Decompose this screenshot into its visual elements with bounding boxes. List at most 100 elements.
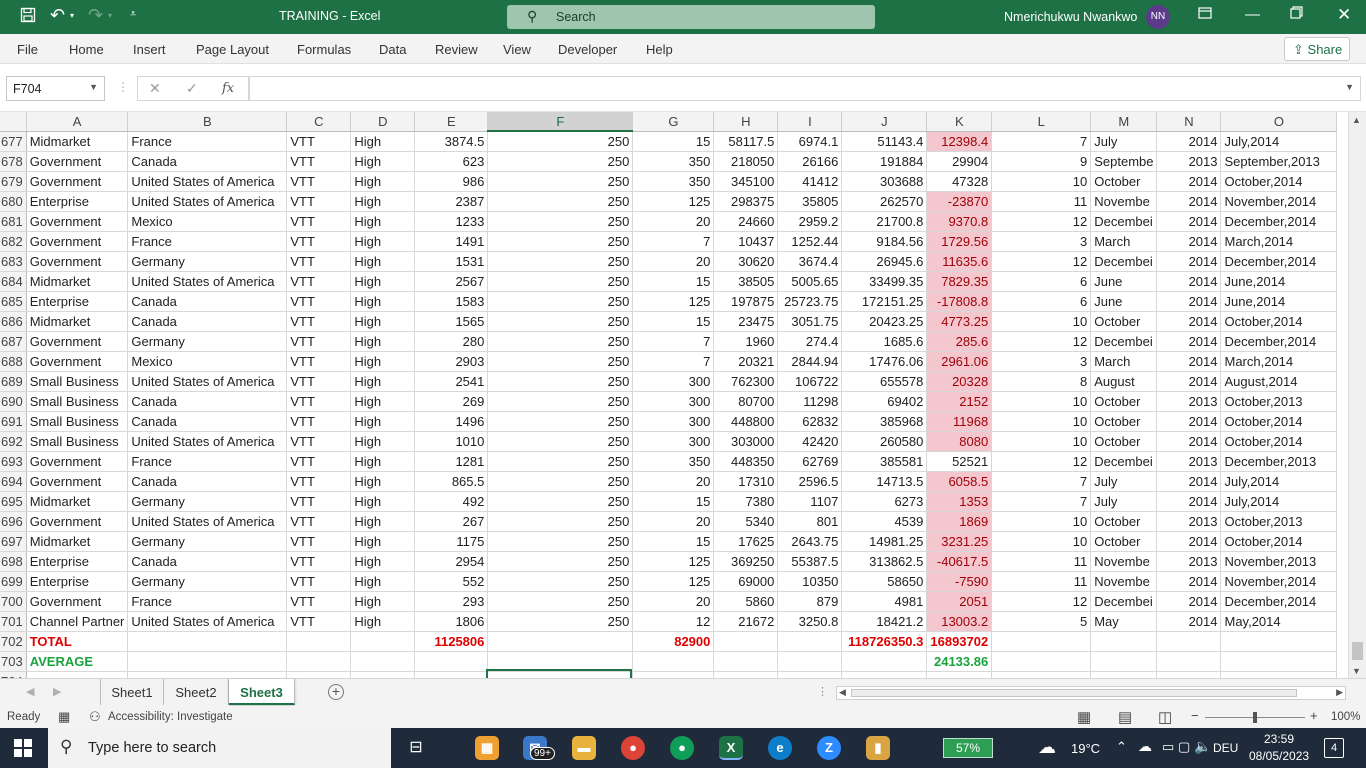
cell-h[interactable]: 5860 (713, 591, 779, 612)
redo-icon[interactable]: ↷ (88, 5, 104, 25)
cell-n[interactable]: 2013 (1156, 151, 1222, 172)
cell-g[interactable] (632, 671, 715, 678)
cell-g[interactable]: 20 (632, 211, 715, 232)
column-header-selected[interactable]: F (487, 112, 634, 132)
cell-j[interactable]: 4981 (841, 591, 928, 612)
horizontal-scrollbar[interactable]: ◀ ▶ (836, 686, 1346, 700)
total-cell-e[interactable]: 1125806 (414, 631, 489, 652)
cell-j[interactable]: 303688 (841, 171, 928, 192)
cell-e[interactable]: 986 (414, 171, 489, 192)
tab-insert[interactable]: Insert (133, 42, 166, 57)
scroll-left-icon[interactable]: ◀ (839, 687, 846, 697)
row-header[interactable]: 693 (0, 451, 27, 472)
cell-c[interactable]: VTT (286, 491, 352, 512)
cell-k[interactable]: 11968 (926, 411, 993, 432)
cell-n[interactable]: 2013 (1156, 451, 1222, 472)
cell-i[interactable]: 2844.94 (777, 351, 843, 372)
battery-indicator[interactable]: 57% (943, 738, 993, 758)
clock-date[interactable]: 08/05/2023 (1249, 749, 1310, 763)
save-icon[interactable] (20, 7, 36, 28)
cell-c[interactable] (286, 671, 352, 678)
cell-i[interactable]: 3674.4 (777, 251, 843, 272)
cell-e[interactable]: 267 (414, 511, 489, 532)
tab-help[interactable]: Help (646, 42, 673, 57)
cell-g[interactable]: 125 (632, 571, 715, 592)
column-header[interactable]: C (286, 112, 352, 132)
row-header[interactable]: 690 (0, 391, 27, 412)
cell-a[interactable]: Government (26, 331, 129, 352)
cell-e[interactable]: 2387 (414, 191, 489, 212)
column-header[interactable]: K (926, 112, 993, 132)
chevron-down-icon[interactable]: ▼ (89, 82, 98, 92)
cell-h[interactable]: 197875 (713, 291, 779, 312)
cell-h[interactable]: 303000 (713, 431, 779, 452)
cell-f[interactable]: 250 (487, 191, 634, 212)
total-cell-f[interactable] (487, 631, 634, 652)
cell-i[interactable]: 801 (777, 511, 843, 532)
cell-m[interactable]: July (1090, 131, 1158, 152)
cell-a[interactable]: Small Business (26, 391, 129, 412)
cell-b[interactable]: Canada (127, 311, 288, 332)
cell-l[interactable]: 10 (991, 531, 1092, 552)
row-header[interactable]: 682 (0, 231, 27, 252)
row-header[interactable]: 689 (0, 371, 27, 392)
windows-start-icon[interactable] (14, 739, 32, 757)
cell-i[interactable] (777, 671, 843, 678)
cell-c[interactable]: VTT (286, 271, 352, 292)
total-cell-m[interactable] (1090, 631, 1158, 652)
cell-a[interactable]: Midmarket (26, 271, 129, 292)
row-header[interactable]: 686 (0, 311, 27, 332)
cell-n[interactable]: 2014 (1156, 251, 1222, 272)
cell-g[interactable]: 7 (632, 231, 715, 252)
cell-m[interactable]: October (1090, 171, 1158, 192)
cell-h[interactable]: 30620 (713, 251, 779, 272)
cell-k[interactable]: 7829.35 (926, 271, 993, 292)
cell-e[interactable]: 2954 (414, 551, 489, 572)
cell-o[interactable]: July,2014 (1220, 491, 1338, 512)
cell-d[interactable]: High (350, 551, 416, 572)
cell-k[interactable]: 285.6 (926, 331, 993, 352)
taskbar-app-icon[interactable]: ▮ (866, 736, 890, 760)
row-header[interactable]: 679 (0, 171, 27, 192)
cell-k[interactable]: -40617.5 (926, 551, 993, 572)
sheet-tab-sheet3[interactable]: Sheet3 (229, 679, 295, 705)
cell-k[interactable]: -23870 (926, 191, 993, 212)
select-all-corner[interactable] (0, 112, 27, 132)
split-handle-icon[interactable]: ⋮ (817, 686, 828, 698)
cell-b[interactable]: France (127, 131, 288, 152)
cell-a[interactable]: Enterprise (26, 291, 129, 312)
cell-m[interactable]: March (1090, 231, 1158, 252)
cell-b[interactable]: Germany (127, 531, 288, 552)
cell-l[interactable]: 11 (991, 571, 1092, 592)
total-cell-d[interactable] (350, 631, 416, 652)
cell-a[interactable]: Enterprise (26, 191, 129, 212)
cell-c[interactable]: VTT (286, 171, 352, 192)
cell-i[interactable]: 274.4 (777, 331, 843, 352)
cell-e[interactable]: 1233 (414, 211, 489, 232)
minimize-icon[interactable]: — (1245, 6, 1260, 23)
cell-g[interactable]: 350 (632, 171, 715, 192)
cell-f[interactable]: 250 (487, 431, 634, 452)
cell-c[interactable]: VTT (286, 511, 352, 532)
cell-l[interactable]: 6 (991, 271, 1092, 292)
cell-c[interactable]: VTT (286, 451, 352, 472)
cell-k[interactable]: 47328 (926, 171, 993, 192)
row-header[interactable]: 697 (0, 531, 27, 552)
cell-i[interactable]: 35805 (777, 191, 843, 212)
average-cell-f[interactable] (487, 651, 634, 672)
cell-k[interactable]: 8080 (926, 431, 993, 452)
cell-i[interactable]: 2596.5 (777, 471, 843, 492)
total-cell-b[interactable] (127, 631, 288, 652)
cell-n[interactable] (1156, 671, 1222, 678)
cell-o[interactable]: November,2014 (1220, 571, 1338, 592)
cell-o[interactable]: October,2013 (1220, 391, 1338, 412)
cell-j[interactable]: 260580 (841, 431, 928, 452)
cell-b[interactable]: Canada (127, 391, 288, 412)
battery-icon[interactable]: ▭ (1162, 739, 1175, 754)
cell-h[interactable]: 448350 (713, 451, 779, 472)
cell-c[interactable]: VTT (286, 251, 352, 272)
cell-l[interactable] (991, 671, 1092, 678)
cell-i[interactable]: 2959.2 (777, 211, 843, 232)
cell-o[interactable]: July,2014 (1220, 131, 1338, 152)
scroll-right-icon[interactable]: ▶ (1336, 687, 1343, 697)
